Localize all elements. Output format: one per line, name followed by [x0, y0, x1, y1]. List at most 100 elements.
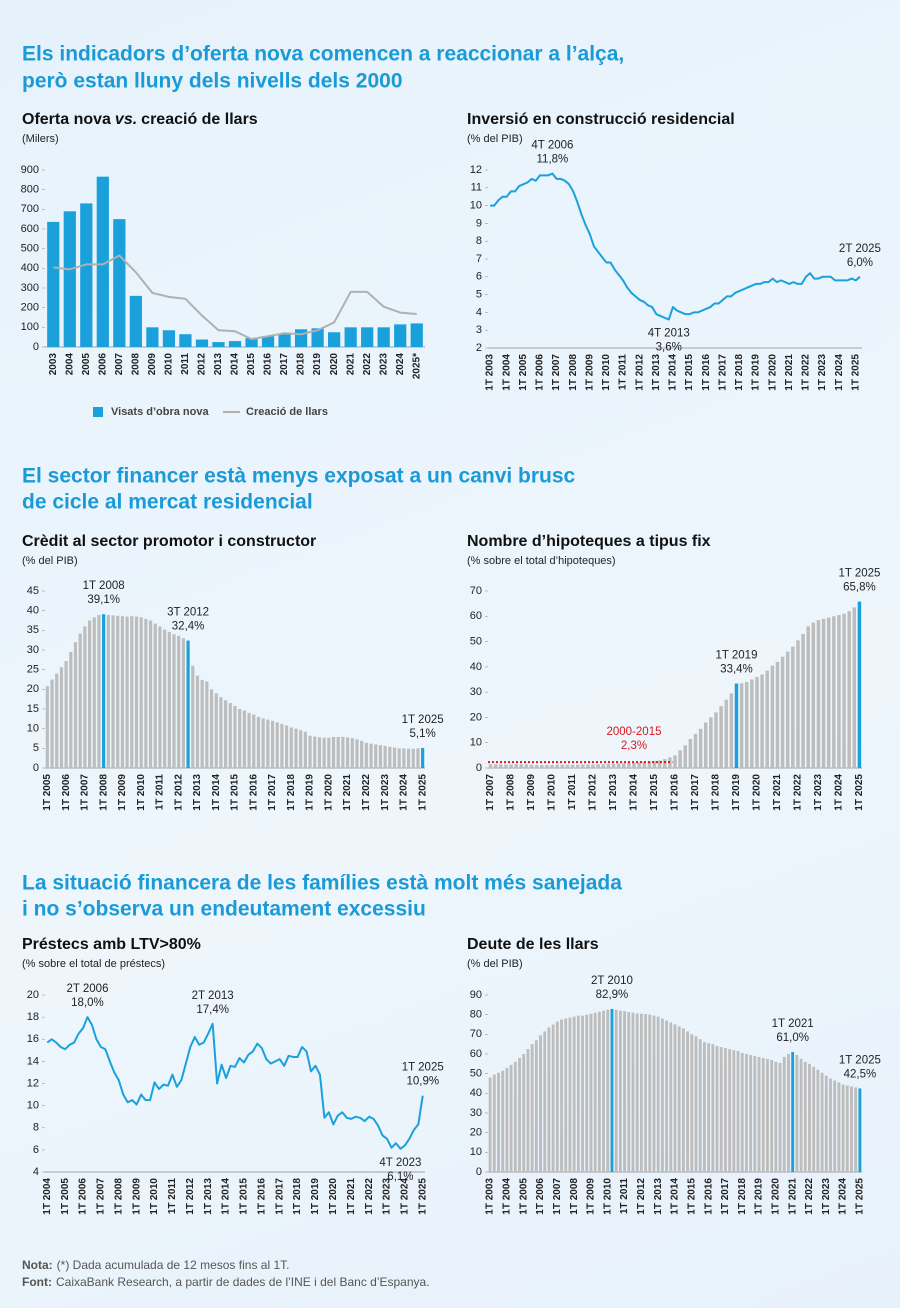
bar: [568, 1017, 572, 1172]
bar: [120, 616, 125, 768]
bar: [102, 614, 106, 768]
bar: [247, 712, 251, 768]
bar: [618, 1010, 622, 1172]
bar: [821, 618, 826, 768]
bar: [677, 1026, 681, 1172]
bar: [719, 1047, 723, 1172]
y-tick-label: 10: [27, 723, 39, 735]
bar: [59, 667, 64, 768]
annotation-value: 82,9%: [596, 989, 629, 1001]
bar: [497, 1072, 500, 1172]
bar: [694, 1036, 698, 1172]
x-tick-label: 1T 2013: [192, 774, 203, 811]
bar: [596, 764, 600, 768]
x-tick-label: 1T 2018: [286, 774, 297, 811]
bar: [252, 714, 256, 768]
bar: [308, 735, 312, 768]
x-tick-label: 1T 2018: [734, 354, 745, 391]
bar: [749, 1054, 753, 1172]
bar: [299, 730, 303, 768]
bar: [499, 764, 503, 768]
bar: [601, 764, 606, 768]
x-tick-label: 1T 2011: [167, 1178, 178, 1215]
section-title: però estan lluny dels nivells dels 2000: [22, 70, 403, 93]
x-tick-label: 1T 2004: [501, 354, 512, 391]
y-tick-label: 12: [470, 164, 482, 176]
bar: [181, 638, 185, 768]
bar: [233, 705, 237, 768]
x-tick-label: 1T 2020: [770, 1178, 781, 1215]
bar: [195, 339, 209, 347]
x-tick-label: 1T 2023: [382, 1178, 393, 1215]
x-tick-label: 1T 2016: [701, 354, 712, 391]
bar: [411, 748, 415, 768]
bar: [669, 1022, 673, 1172]
x-tick-label: 1T 2010: [149, 1178, 160, 1215]
bar: [186, 640, 190, 768]
x-tick-label: 1T 2024: [834, 354, 845, 391]
x-tick-label: 1T 2022: [801, 354, 812, 391]
bar: [761, 1057, 765, 1172]
x-tick-label: 1T 2016: [670, 774, 681, 811]
bar: [501, 1070, 505, 1172]
bar: [644, 1014, 648, 1172]
bar: [224, 700, 228, 768]
x-tick-label: 1T 2025: [417, 774, 428, 811]
bar: [285, 725, 289, 768]
x-tick-label: 1T 2010: [136, 774, 147, 811]
annotation-label: 4T 2023: [379, 1157, 421, 1169]
bar: [683, 745, 687, 768]
bar: [350, 738, 354, 768]
bar: [402, 748, 406, 768]
chart-title: Crèdit al sector promotor i constructor: [22, 533, 316, 550]
bar: [524, 764, 529, 768]
x-tick-label: 1T 2017: [717, 354, 728, 391]
x-tick-label: 1T 2023: [817, 354, 828, 391]
bar: [505, 1067, 509, 1172]
bar: [341, 736, 345, 768]
bar: [698, 728, 703, 768]
annotation-value: 6,0%: [847, 257, 873, 269]
x-tick-label: 1T 2022: [804, 1178, 815, 1215]
bar: [80, 203, 93, 347]
bar: [130, 616, 134, 768]
y-tick-label: 3: [476, 324, 482, 336]
bar: [709, 717, 713, 768]
y-tick-label: 0: [476, 762, 482, 774]
bar: [826, 617, 831, 768]
bar: [614, 1009, 618, 1172]
bar: [177, 635, 181, 768]
bar: [837, 615, 841, 768]
x-tick-label: 1T 2005: [518, 1178, 529, 1215]
x-tick-label: 1T 2006: [78, 1178, 89, 1215]
x-tick-label: 1T 2003: [485, 354, 496, 391]
x-tick-label: 1T 2013: [651, 354, 662, 391]
annotation-value: 18,0%: [71, 997, 104, 1009]
x-tick-label: 1T 2004: [502, 1178, 513, 1215]
chart-subtitle: (% del PIB): [467, 958, 523, 970]
bar: [519, 764, 524, 768]
bar: [374, 744, 378, 768]
bar: [745, 1054, 748, 1172]
bar: [719, 706, 723, 768]
bar: [513, 1061, 517, 1172]
bar: [770, 1059, 774, 1172]
bar: [581, 764, 585, 768]
chart-title: Inversió en construcció residencial: [467, 111, 735, 128]
x-tick-label: 1T 2020: [767, 354, 778, 391]
x-tick-label: 1T 2019: [310, 1178, 321, 1215]
bar: [97, 614, 101, 768]
legend-label: Creació de llars: [246, 406, 328, 418]
bar: [734, 683, 739, 768]
x-tick-label: 1T 2024: [838, 1178, 849, 1215]
bar: [774, 1061, 778, 1172]
y-tick-label: 2: [476, 342, 482, 354]
bar: [782, 1056, 786, 1172]
y-tick-label: 100: [21, 321, 39, 333]
bar: [816, 620, 821, 768]
x-tick-label: 1T 2011: [619, 1178, 630, 1215]
bar: [585, 1014, 589, 1172]
y-tick-label: 6: [33, 1144, 39, 1156]
